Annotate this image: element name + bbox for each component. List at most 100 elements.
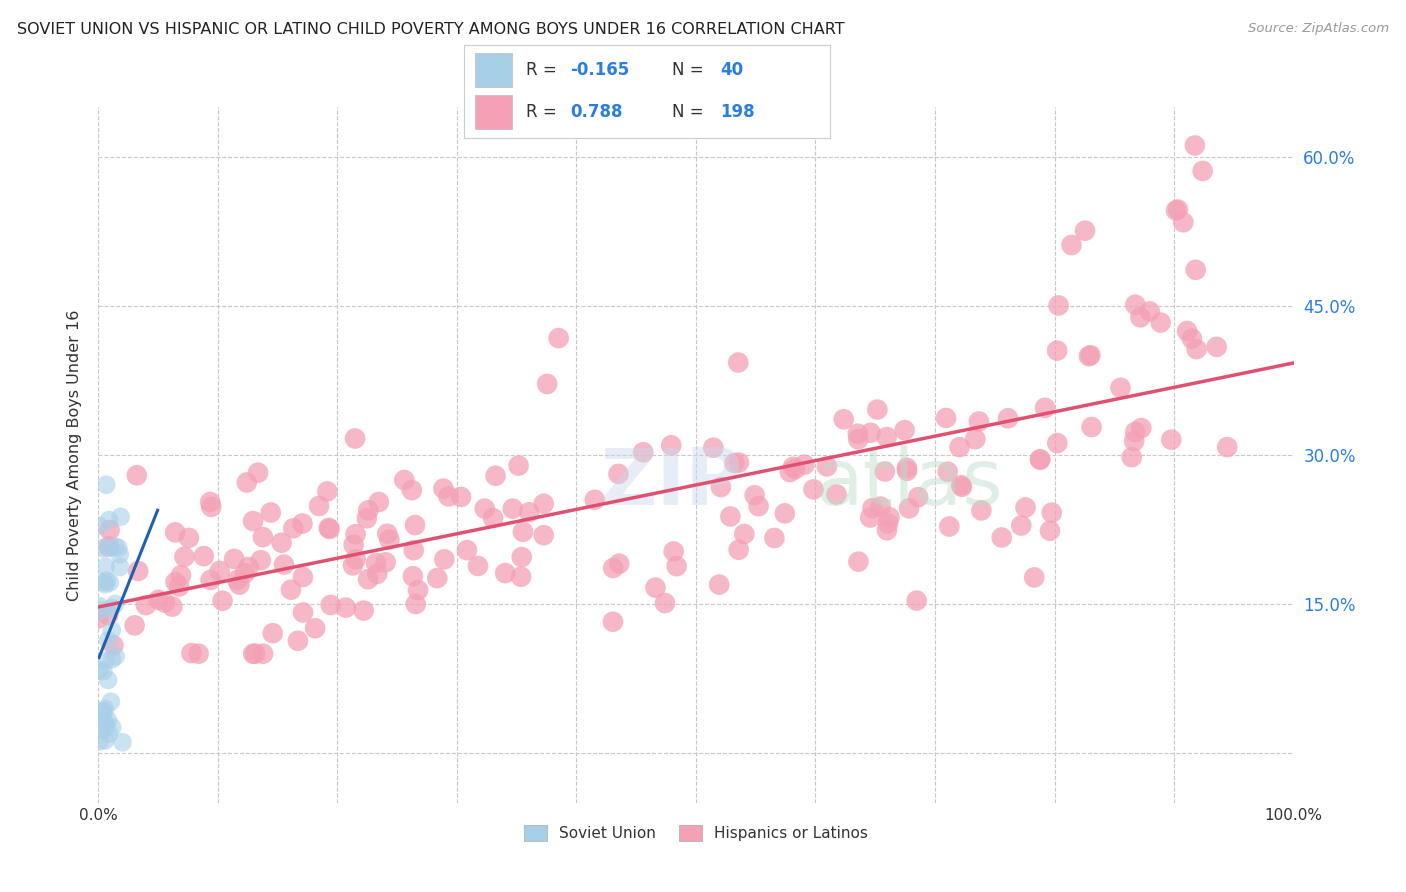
Point <box>970 503 993 517</box>
Point <box>1181 332 1204 346</box>
Text: 40: 40 <box>720 61 742 78</box>
Point <box>607 557 630 571</box>
FancyBboxPatch shape <box>475 53 512 87</box>
Point <box>343 538 366 552</box>
Point <box>879 510 901 524</box>
Point <box>1205 340 1227 354</box>
Point <box>1184 262 1206 277</box>
Point <box>967 415 990 429</box>
Point <box>583 492 606 507</box>
Point <box>633 445 655 459</box>
Point <box>335 600 357 615</box>
Point <box>94 577 117 591</box>
Point <box>107 541 129 555</box>
Point <box>997 411 1019 425</box>
Point <box>101 652 124 666</box>
Point <box>100 695 122 709</box>
Point <box>1184 138 1206 153</box>
Point <box>108 548 131 562</box>
Point <box>378 533 401 547</box>
Point <box>426 571 449 585</box>
Point <box>474 501 496 516</box>
Point <box>602 615 624 629</box>
Point <box>89 519 111 533</box>
Point <box>111 735 134 749</box>
Point <box>287 633 309 648</box>
Point <box>1149 316 1171 330</box>
Point <box>1121 450 1143 465</box>
Point <box>104 649 127 664</box>
Point <box>482 511 505 525</box>
Point <box>233 566 256 581</box>
Point <box>402 569 425 583</box>
Point <box>226 573 249 587</box>
Point <box>165 525 187 540</box>
Point <box>1160 433 1182 447</box>
Point <box>208 564 231 578</box>
Point <box>357 503 380 517</box>
Point <box>402 543 425 558</box>
Point <box>1164 203 1187 218</box>
Point <box>98 539 121 553</box>
Point <box>104 597 127 611</box>
Point <box>859 510 882 524</box>
Point <box>374 555 396 569</box>
Text: SOVIET UNION VS HISPANIC OR LATINO CHILD POVERTY AMONG BOYS UNDER 16 CORRELATION: SOVIET UNION VS HISPANIC OR LATINO CHILD… <box>17 22 845 37</box>
Point <box>748 499 770 513</box>
Point <box>97 714 120 728</box>
Point <box>1167 202 1189 217</box>
Point <box>898 501 921 516</box>
Text: R =: R = <box>526 61 562 78</box>
Point <box>602 561 624 575</box>
Point <box>723 456 745 470</box>
Point <box>167 580 190 594</box>
Point <box>93 575 115 590</box>
Point <box>200 573 222 587</box>
Point <box>510 570 533 584</box>
Point <box>1033 401 1056 415</box>
Point <box>456 543 478 558</box>
Point <box>950 478 973 492</box>
FancyBboxPatch shape <box>475 95 512 129</box>
Point <box>1139 304 1161 318</box>
Point <box>1014 500 1036 515</box>
Point <box>97 607 120 622</box>
Point <box>316 484 339 499</box>
Point <box>702 441 724 455</box>
Point <box>437 489 460 503</box>
Point <box>98 575 121 590</box>
Point <box>547 331 569 345</box>
Point <box>862 501 884 516</box>
Point <box>97 633 120 648</box>
Point <box>938 519 960 533</box>
Point <box>907 490 929 504</box>
Point <box>467 558 489 573</box>
Point <box>1123 434 1146 448</box>
Point <box>502 501 524 516</box>
Point <box>243 647 266 661</box>
Point <box>401 483 423 497</box>
Point <box>93 714 115 729</box>
Point <box>344 432 367 446</box>
Legend: Soviet Union, Hispanics or Latinos: Soviet Union, Hispanics or Latinos <box>517 819 875 847</box>
Point <box>260 506 283 520</box>
Point <box>965 432 987 446</box>
Point <box>793 458 815 472</box>
Text: R =: R = <box>526 103 562 121</box>
Point <box>654 596 676 610</box>
Point <box>103 638 125 652</box>
Point <box>607 467 630 481</box>
Point <box>291 570 314 584</box>
Point <box>273 558 295 572</box>
Point <box>135 598 157 612</box>
Point <box>94 733 117 747</box>
Point <box>367 495 389 509</box>
Point <box>90 723 112 737</box>
Point <box>319 598 342 612</box>
Point <box>779 465 801 479</box>
Point <box>484 468 506 483</box>
Point <box>356 511 378 525</box>
Point <box>249 553 271 567</box>
Point <box>508 458 530 473</box>
Point <box>782 459 804 474</box>
